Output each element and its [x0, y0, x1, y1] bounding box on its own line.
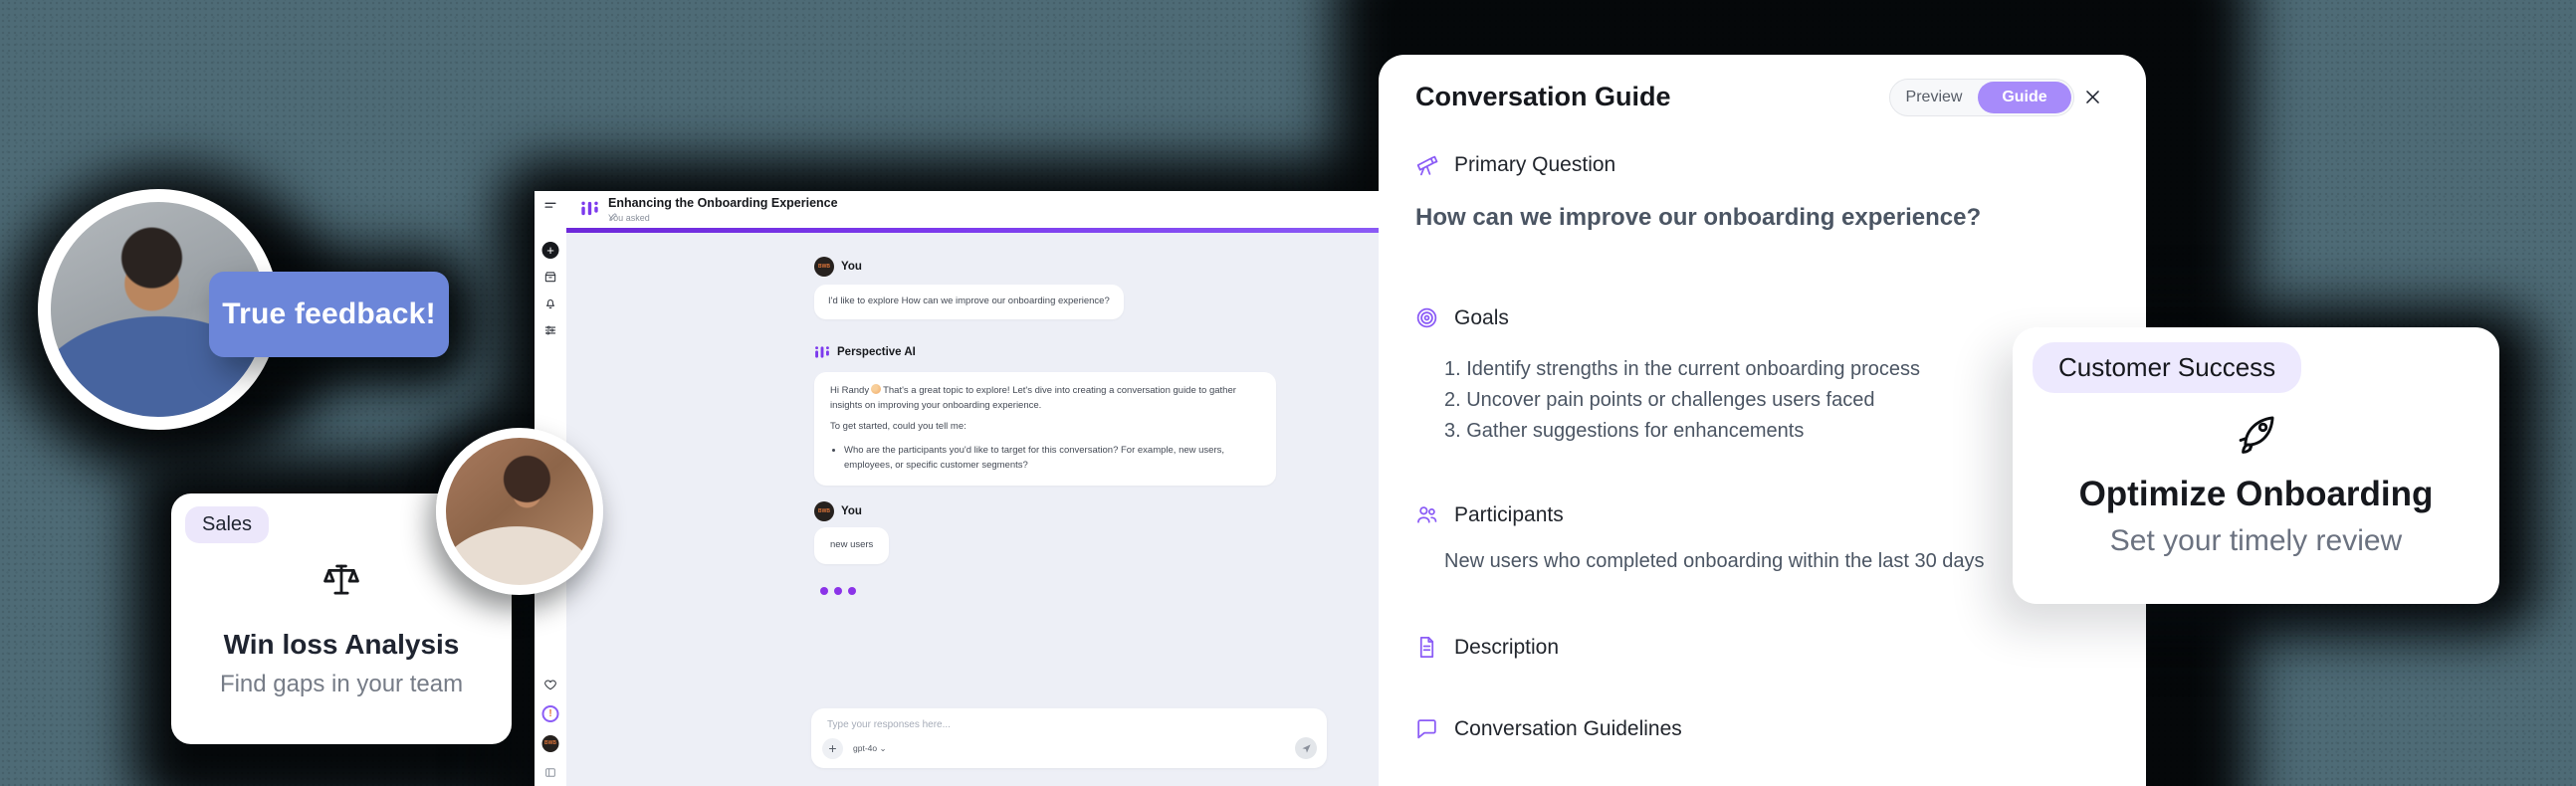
ai-greeting: Hi Randy That's a great topic to explore!…	[830, 384, 1236, 411]
ai-bullet: Who are the participants you'd like to t…	[844, 444, 1260, 473]
ai-question: To get started, could you tell me:	[830, 421, 966, 433]
model-selector[interactable]: gpt-4o ⌄	[853, 743, 887, 753]
menu-icon[interactable]	[544, 199, 557, 212]
conversation-progress-bar	[566, 228, 1410, 233]
section-label: Participants	[1454, 502, 1564, 526]
users-icon	[1414, 502, 1439, 527]
participants-text: New users who completed onboarding withi…	[1444, 550, 1985, 572]
section-description: Description	[1414, 635, 1559, 660]
smiley-emoji	[871, 384, 882, 394]
author-name: You	[841, 261, 862, 273]
section-label: Conversation Guidelines	[1454, 716, 1682, 740]
close-icon[interactable]	[2079, 84, 2105, 109]
message-author-row: Perspective AI	[814, 344, 916, 360]
filters-icon[interactable]	[543, 323, 557, 337]
user-message-bubble: new users	[814, 527, 890, 564]
conversation-title: Enhancing the Onboarding Experience	[608, 196, 844, 222]
panel-toggle-icon[interactable]	[544, 766, 557, 779]
message-author-row: BWB You	[814, 501, 862, 521]
author-name: Perspective AI	[837, 346, 916, 358]
user-avatar: BWB	[814, 501, 834, 521]
ai-message-bubble: Hi Randy That's a great topic to explore!…	[814, 372, 1276, 486]
toggle-option-guide[interactable]: Guide	[1978, 82, 2071, 113]
conversation-subtitle: You asked	[608, 213, 650, 223]
goal-item: 2. Uncover pain points or challenges use…	[1444, 389, 1875, 411]
bell-icon[interactable]	[543, 296, 557, 310]
sales-use-case-card: Sales Win loss Analysis Find gaps in you…	[171, 493, 512, 744]
customer-card-title: Optimize Onboarding	[2078, 475, 2434, 513]
alert-progress-icon[interactable]: !	[541, 705, 559, 722]
sales-badge: Sales	[185, 506, 270, 543]
user-avatar: BWB	[814, 257, 834, 277]
author-name: You	[841, 505, 862, 517]
user-message-bubble: I'd like to explore How can we improve o…	[814, 285, 1124, 319]
chat-message-area: BWB You I'd like to explore How can we i…	[566, 233, 1410, 786]
section-participants: Participants	[1414, 502, 1564, 527]
portrait-photo-woman	[436, 428, 603, 595]
typing-indicator	[820, 587, 856, 595]
preview-guide-toggle: Preview Guide	[1889, 79, 2074, 116]
primary-question-text: How can we improve our onboarding experi…	[1415, 204, 1982, 231]
edit-title-icon[interactable]	[608, 212, 844, 222]
heart-icon[interactable]	[543, 678, 557, 691]
scales-icon	[321, 559, 362, 601]
archive-icon[interactable]	[543, 270, 557, 284]
customer-card-subtitle: Set your timely review	[2109, 524, 2403, 557]
section-primary-question: Primary Question	[1414, 152, 1615, 177]
sales-card-title: Win loss Analysis	[223, 629, 460, 660]
goal-item: 3. Gather suggestions for enhancements	[1444, 420, 1805, 442]
section-label: Goals	[1454, 305, 1509, 329]
attach-icon[interactable]: +	[822, 738, 843, 759]
true-feedback-pill: True feedback!	[209, 272, 449, 357]
customer-success-card: Customer Success Optimize Onboarding Set…	[2013, 327, 2499, 604]
goal-item: 1. Identify strengths in the current onb…	[1444, 358, 1921, 380]
customer-success-badge: Customer Success	[2033, 342, 2302, 393]
perspective-logo-icon	[580, 199, 599, 218]
chat-bubble-icon	[1414, 716, 1439, 741]
sales-card-subtitle: Find gaps in your team	[219, 671, 464, 697]
rocket-icon	[2234, 411, 2279, 457]
section-label: Primary Question	[1454, 152, 1616, 176]
chat-input-box[interactable]: + gpt-4o ⌄	[811, 708, 1327, 768]
guide-panel-title: Conversation Guide	[1415, 82, 1671, 111]
section-goals: Goals	[1414, 305, 1509, 330]
chat-header: Enhancing the Onboarding Experience You …	[566, 191, 1410, 228]
target-icon	[1414, 305, 1439, 330]
workspace-avatar[interactable]: BWB	[541, 735, 559, 752]
document-icon	[1414, 635, 1439, 660]
chat-window: + ! BWB Enhancing the Onboarding	[535, 191, 1410, 786]
section-label: Description	[1454, 635, 1560, 659]
toggle-option-preview[interactable]: Preview	[1905, 89, 1963, 105]
message-input[interactable]	[827, 719, 1156, 730]
telescope-icon	[1414, 152, 1439, 177]
message-author-row: BWB You	[814, 257, 862, 277]
true-feedback-label: True feedback!	[222, 297, 436, 330]
send-icon[interactable]	[1295, 737, 1317, 759]
perspective-logo-icon	[814, 344, 830, 360]
section-guidelines: Conversation Guidelines	[1414, 716, 1682, 741]
new-conversation-icon[interactable]: +	[541, 242, 559, 259]
